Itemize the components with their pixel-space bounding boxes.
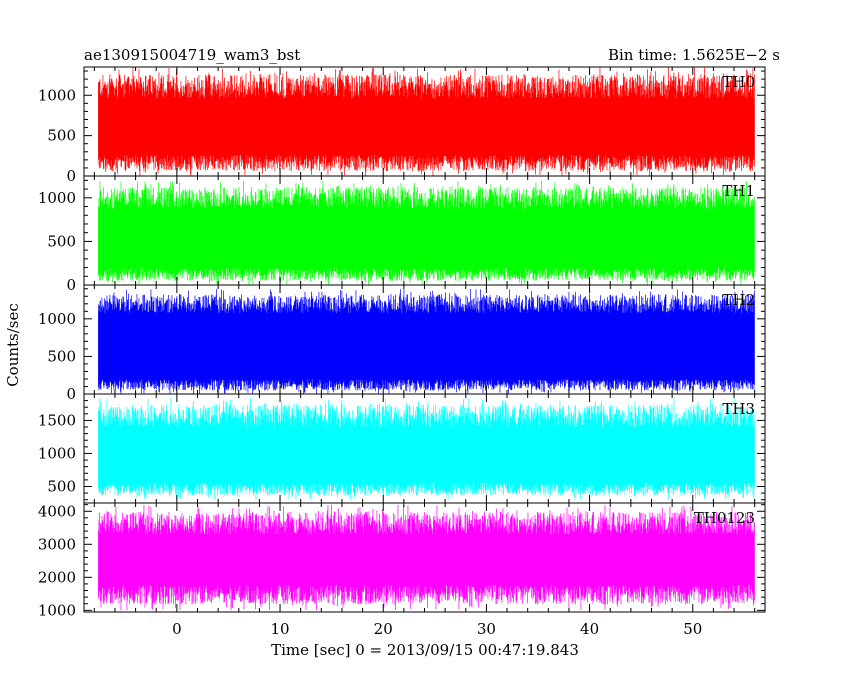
x-tick-label: 50	[683, 620, 702, 638]
series-line-th2	[98, 288, 755, 394]
y-tick-label: 0	[66, 167, 76, 185]
panel-label-th2: TH2	[722, 291, 755, 309]
panel-th1: 0 500 1000 TH1	[38, 175, 766, 294]
series-line-th1	[98, 180, 755, 285]
y-tick-label: 500	[47, 347, 76, 365]
y-tick-label: 4000	[38, 502, 76, 520]
panel-th2: 0 500 1000 TH2	[38, 284, 766, 403]
y-tick-label: 1500	[38, 411, 76, 429]
y-tick-label: 500	[47, 127, 76, 145]
y-tick-label: 1000	[38, 444, 76, 462]
x-tick-label: 30	[477, 620, 496, 638]
x-tick-label: 20	[374, 620, 393, 638]
panel-label-th3: TH3	[722, 400, 755, 418]
y-tick-label: 1000	[38, 86, 76, 104]
y-axis-label: Counts/sec	[4, 303, 22, 387]
y-tick-label: 1000	[38, 310, 76, 328]
x-tick-label: 0	[172, 620, 182, 638]
y-tick-label: 500	[47, 477, 76, 495]
y-tick-label: 500	[47, 232, 76, 250]
y-tick-label: 2000	[38, 568, 76, 586]
panel-th0123: 1000 2000 3000 4000 TH0123	[38, 502, 766, 619]
chart-title-right: Bin time: 1.5625E−2 s	[608, 46, 780, 64]
series-line-th0	[98, 67, 755, 176]
x-axis: 0 10 20 30 40 50	[172, 620, 702, 638]
panel-label-th0: TH0	[722, 73, 755, 91]
panels-group: 0 500 1000 TH0 0 500 1000 TH1 0 500 1000 TH2 500 1000…	[38, 66, 766, 619]
y-tick-label: 0	[66, 276, 76, 294]
y-tick-label: 1000	[38, 189, 76, 207]
panel-th0: 0 500 1000 TH0	[38, 66, 766, 185]
y-tick-label: 3000	[38, 535, 76, 553]
x-axis-label: Time [sec] 0 = 2013/09/15 00:47:19.843	[271, 641, 579, 659]
series-line-th3	[98, 397, 755, 500]
x-tick-label: 40	[580, 620, 599, 638]
chart-title-left: ae130915004719_wam3_bst	[84, 46, 300, 64]
y-tick-label: 0	[66, 385, 76, 403]
x-tick-label: 10	[270, 620, 289, 638]
panel-label-th1: TH1	[722, 182, 755, 200]
panel-label-th0123: TH0123	[694, 509, 755, 527]
y-tick-label: 1000	[38, 601, 76, 619]
panel-th3: 500 1000 1500 TH3	[38, 393, 766, 504]
series-line-th0123	[98, 504, 755, 611]
